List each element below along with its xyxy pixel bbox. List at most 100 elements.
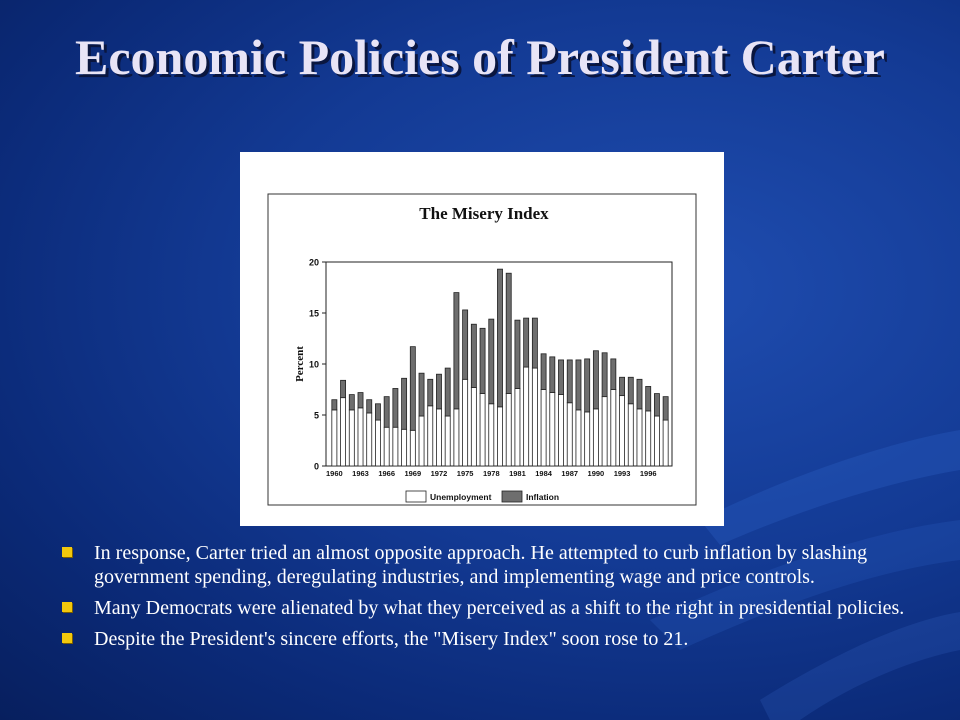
inflation-bar <box>470 323 477 388</box>
y-tick-label: 0 <box>314 462 319 472</box>
legend-label: Unemployment <box>430 492 492 502</box>
unemployment-bar <box>610 389 617 467</box>
inflation-bar <box>514 319 521 389</box>
unemployment-bar <box>340 397 347 467</box>
bullet-item: In response, Carter tried an almost oppo… <box>58 541 908 589</box>
inflation-bar <box>610 358 617 390</box>
x-tick-label: 1987 <box>561 469 578 478</box>
square-bullet-icon <box>62 633 72 643</box>
legend-label: Inflation <box>526 492 559 502</box>
x-tick-label: 1972 <box>431 469 448 478</box>
x-tick-label: 1978 <box>483 469 500 478</box>
x-tick-label: 1981 <box>509 469 526 478</box>
inflation-bar <box>592 350 599 410</box>
inflation-bar <box>645 386 652 412</box>
x-tick-label: 1963 <box>352 469 369 478</box>
inflation-bar <box>531 317 538 369</box>
unemployment-bar <box>462 378 469 467</box>
legend-swatch <box>405 490 427 503</box>
inflation-bar <box>340 379 347 399</box>
x-tick-label: 1996 <box>640 469 657 478</box>
unemployment-bar <box>375 419 381 467</box>
unemployment-bar <box>531 367 538 467</box>
chart-title: The Misery Index <box>419 204 549 223</box>
inflation-bar <box>636 378 643 410</box>
unemployment-bar <box>627 403 634 467</box>
inflation-bar <box>523 317 530 368</box>
inflation-bar <box>584 358 591 413</box>
inflation-bar <box>366 399 373 414</box>
unemployment-bar <box>514 388 521 467</box>
unemployment-bar <box>540 389 547 467</box>
x-tick-label: 1960 <box>326 469 343 478</box>
inflation-bar <box>601 352 608 398</box>
y-axis-label: Percent <box>294 346 306 382</box>
misery-index-chart: The Misery Index Percent 0 5 10 15 20 1960 196… <box>267 193 697 506</box>
bullet-item: Despite the President's sincere efforts,… <box>58 627 908 651</box>
inflation-bar <box>566 359 573 404</box>
unemployment-bar <box>653 415 660 467</box>
x-tick-label: 1975 <box>457 469 474 478</box>
unemployment-bar <box>366 412 373 467</box>
inflation-bar <box>488 318 495 405</box>
inflation-bar <box>575 359 582 411</box>
unemployment-bar <box>383 426 390 467</box>
unemployment-bar <box>444 415 451 467</box>
unemployment-bar <box>331 409 338 467</box>
inflation-bar <box>331 399 338 411</box>
unemployment-bar <box>436 408 442 467</box>
y-tick-label: 20 <box>309 258 319 268</box>
bullet-item: Many Democrats were alienated by what th… <box>58 596 908 620</box>
bullet-text: In response, Carter tried an almost oppo… <box>94 542 868 588</box>
unemployment-bar <box>479 393 486 467</box>
inflation-bar <box>427 378 434 407</box>
unemployment-bar <box>497 406 503 467</box>
unemployment-bar <box>357 407 364 467</box>
unemployment-bar <box>392 426 399 467</box>
x-tick-label: 1993 <box>614 469 631 478</box>
x-tick-label: 1984 <box>535 469 553 478</box>
inflation-bar <box>436 373 442 410</box>
x-tick-label: 1969 <box>404 469 421 478</box>
plot-area: 0 5 10 15 20 1960 1963 1966 1969 1972 1975 1978 1981… <box>309 258 673 478</box>
unemployment-bar <box>558 394 564 467</box>
unemployment-bar <box>409 429 416 467</box>
inflation-bar <box>619 376 625 397</box>
inflation-bar <box>401 377 408 430</box>
unemployment-bar <box>549 392 556 467</box>
unemployment-bar <box>601 396 608 467</box>
inflation-bar <box>662 396 669 421</box>
square-bullet-icon <box>62 602 72 612</box>
unemployment-bar <box>470 387 477 467</box>
slide-title: Economic Policies of President Carter <box>75 29 885 85</box>
inflation-bar <box>392 388 399 428</box>
inflation-bar <box>453 292 460 410</box>
legend-swatch <box>501 490 523 503</box>
unemployment-bar <box>348 409 355 467</box>
inflation-bar <box>479 327 486 394</box>
square-bullet-icon <box>62 547 72 557</box>
inflation-bar <box>409 346 416 431</box>
unemployment-bar <box>505 393 512 467</box>
y-tick-label: 5 <box>314 411 319 421</box>
unemployment-bar <box>427 405 434 467</box>
inflation-bar <box>462 309 469 380</box>
chart-legend: Unemployment Inflation <box>405 490 559 503</box>
inflation-bar <box>505 272 512 394</box>
inflation-bar <box>375 403 381 421</box>
chart-frame <box>267 193 697 506</box>
bullet-text: Despite the President's sincere efforts,… <box>94 628 689 650</box>
inflation-bar <box>418 372 425 417</box>
inflation-bar <box>444 367 451 417</box>
y-tick-label: 10 <box>309 360 319 370</box>
bullet-text: Many Democrats were alienated by what th… <box>94 597 905 619</box>
inflation-bar <box>357 392 364 409</box>
inflation-bar <box>383 396 390 428</box>
unemployment-bar <box>566 402 573 467</box>
unemployment-bar <box>645 410 652 467</box>
unemployment-bar <box>453 408 460 467</box>
y-tick-label: 15 <box>309 309 319 319</box>
inflation-bar <box>558 359 564 395</box>
x-tick-label: 1990 <box>588 469 605 478</box>
unemployment-bar <box>619 395 625 467</box>
